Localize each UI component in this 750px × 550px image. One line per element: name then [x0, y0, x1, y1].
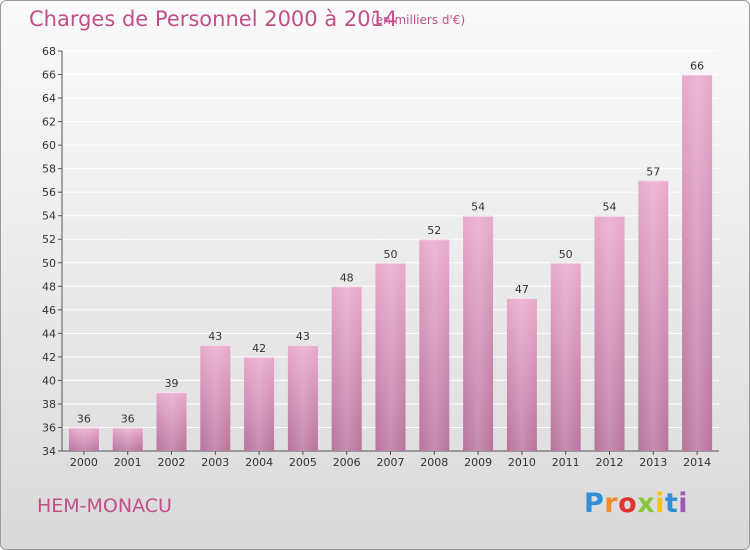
- data-label: 36: [77, 412, 91, 425]
- data-label: 50: [559, 248, 573, 261]
- data-label: 50: [384, 248, 398, 261]
- x-tick-label: 2000: [70, 456, 98, 469]
- y-tick-label: 50: [42, 257, 56, 270]
- bar-highlight: [594, 215, 625, 451]
- y-tick-label: 58: [42, 163, 56, 176]
- x-tick-label: 2001: [114, 456, 142, 469]
- y-tick-label: 64: [42, 92, 56, 105]
- bar-highlight: [112, 427, 143, 451]
- data-label: 43: [296, 330, 310, 343]
- x-tick-label: 2007: [377, 456, 405, 469]
- data-label: 48: [340, 271, 354, 284]
- proxiti-logo: Proxiti: [584, 488, 689, 519]
- y-tick-label: 36: [42, 421, 56, 434]
- bar-highlight: [550, 262, 581, 451]
- commune-name: HEM-MONACU: [37, 495, 172, 517]
- data-label: 52: [427, 224, 441, 237]
- x-tick-label: 2002: [158, 456, 186, 469]
- x-tick-label: 2011: [552, 456, 580, 469]
- data-label: 42: [252, 342, 266, 355]
- y-tick-label: 54: [42, 210, 56, 223]
- bar-highlight: [419, 239, 450, 451]
- y-tick-label: 46: [42, 304, 56, 317]
- y-tick-label: 38: [42, 398, 56, 411]
- bar-highlight: [506, 298, 537, 451]
- bar-highlight: [331, 286, 362, 451]
- x-tick-label: 2005: [289, 456, 317, 469]
- chart-subtitle: (en milliers d'€): [371, 13, 466, 27]
- bar-highlight: [375, 262, 406, 451]
- y-tick-label: 56: [42, 186, 56, 199]
- bar-highlight: [463, 215, 494, 451]
- bars: 36 36 39 43 42 43 48 50 52 54 47 50 54 57 66: [68, 60, 713, 452]
- x-tick-label: 2006: [333, 456, 361, 469]
- data-label: 43: [208, 330, 222, 343]
- data-label: 36: [121, 412, 135, 425]
- data-label: 54: [471, 201, 485, 214]
- bar-highlight: [638, 180, 669, 452]
- x-tick-label: 2013: [639, 456, 667, 469]
- x-tick-label: 2014: [683, 456, 711, 469]
- bar-highlight: [287, 345, 318, 451]
- bar-highlight: [200, 345, 231, 451]
- bar-highlight: [156, 392, 187, 451]
- y-tick-label: 34: [42, 445, 56, 458]
- x-tick-label: 2003: [201, 456, 229, 469]
- y-tick-label: 60: [42, 139, 56, 152]
- y-tick-label: 52: [42, 233, 56, 246]
- data-label: 54: [603, 201, 617, 214]
- chart-title: Charges de Personnel 2000 à 2014: [29, 7, 398, 31]
- y-tick-label: 42: [42, 351, 56, 364]
- y-tick-label: 66: [42, 69, 56, 82]
- y-tick-label: 48: [42, 280, 56, 293]
- x-tick-label: 2012: [596, 456, 624, 469]
- data-label: 39: [165, 377, 179, 390]
- x-tick-label: 2010: [508, 456, 536, 469]
- bar-highlight: [68, 427, 99, 451]
- x-tick-label: 2004: [245, 456, 273, 469]
- data-label: 66: [690, 60, 704, 73]
- bar-highlight: [244, 356, 275, 451]
- y-tick-label: 40: [42, 374, 56, 387]
- x-axis: 2000 2001 2002 2003 2004 2005 2006 2007 2008 2009…: [70, 451, 711, 469]
- y-tick-label: 62: [42, 116, 56, 129]
- x-tick-label: 2008: [420, 456, 448, 469]
- data-label: 47: [515, 283, 529, 296]
- y-tick-label: 44: [42, 327, 56, 340]
- bar-highlight: [682, 74, 713, 451]
- y-tick-label: 68: [42, 45, 56, 58]
- data-label: 57: [646, 165, 660, 178]
- x-tick-label: 2009: [464, 456, 492, 469]
